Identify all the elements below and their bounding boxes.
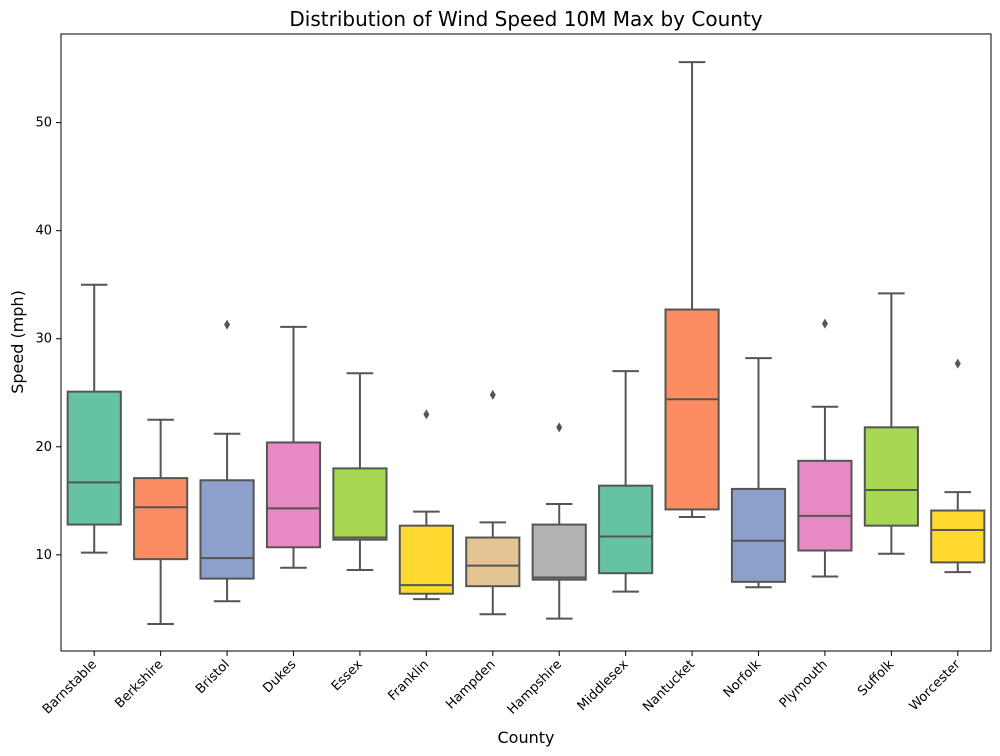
x-tick-label: Berkshire <box>112 657 166 711</box>
plot-marks <box>66 61 986 625</box>
box-group-suffolk <box>863 292 919 555</box>
iqr-box <box>332 467 388 541</box>
box-group-berkshire <box>133 418 189 625</box>
box-group-bristol <box>199 319 255 603</box>
iqr-box <box>664 308 720 511</box>
chart-title: Distribution of Wind Speed 10M Max by Co… <box>289 7 762 31</box>
outlier-point <box>489 389 496 400</box>
y-tick-label: 50 <box>35 116 52 131</box>
iqr-box <box>199 479 255 580</box>
iqr-box <box>265 441 322 549</box>
iqr-box <box>863 426 919 527</box>
box-group-hampshire <box>531 422 587 620</box>
y-axis-title: Speed (mph) <box>8 290 27 394</box>
box-group-nantucket <box>664 61 720 519</box>
y-tick-label: 20 <box>35 440 52 455</box>
plot-frame <box>60 33 992 652</box>
x-tick-label: Plymouth <box>777 657 831 711</box>
iqr-box <box>930 509 986 564</box>
box-group-plymouth <box>797 318 853 578</box>
x-tick-label: Franklin <box>385 657 432 704</box>
box-group-dukes <box>265 325 322 569</box>
y-tick-label: 40 <box>35 224 52 239</box>
x-tick-label: Hampshire <box>505 657 565 717</box>
iqr-box <box>531 523 587 581</box>
x-tick-label: Nantucket <box>640 657 698 715</box>
x-tick-label: Essex <box>329 657 366 694</box>
box-group-middlesex <box>598 370 654 593</box>
x-tick-label: Norfolk <box>721 657 765 701</box>
iqr-box <box>398 524 454 595</box>
outlier-point <box>423 409 430 420</box>
x-tick-label: Hampden <box>443 657 498 712</box>
x-tick-label: Worcester <box>907 657 964 714</box>
box-group-franklin <box>398 409 454 601</box>
iqr-box <box>797 459 853 552</box>
iqr-box <box>133 477 189 561</box>
box-group-barnstable <box>66 283 122 554</box>
box-group-hampden <box>465 389 521 616</box>
x-axis-title: County <box>498 728 555 747</box>
outlier-point <box>556 422 563 433</box>
outlier-point <box>821 318 828 329</box>
y-tick-label: 30 <box>35 332 52 347</box>
iqr-box <box>598 484 654 575</box>
iqr-box <box>465 536 521 588</box>
x-tick-label: Bristol <box>193 657 233 697</box>
y-axis: 10 20 30 40 50 <box>35 116 61 563</box>
x-tick-label: Suffolk <box>855 657 897 699</box>
box-group-worcester <box>930 358 986 574</box>
x-axis: Barnstable Berkshire Bristol Dukes Essex Fran… <box>40 651 964 718</box>
y-tick-label: 10 <box>35 548 52 563</box>
iqr-box <box>66 390 122 526</box>
x-tick-label: Middlesex <box>575 657 632 714</box>
x-tick-label: Dukes <box>260 657 299 696</box>
iqr-box <box>730 487 787 583</box>
outlier-point <box>224 319 231 330</box>
outlier-point <box>954 358 961 369</box>
box-group-norfolk <box>730 357 787 589</box>
box-group-essex <box>332 372 388 571</box>
x-tick-label: Barnstable <box>40 657 100 717</box>
